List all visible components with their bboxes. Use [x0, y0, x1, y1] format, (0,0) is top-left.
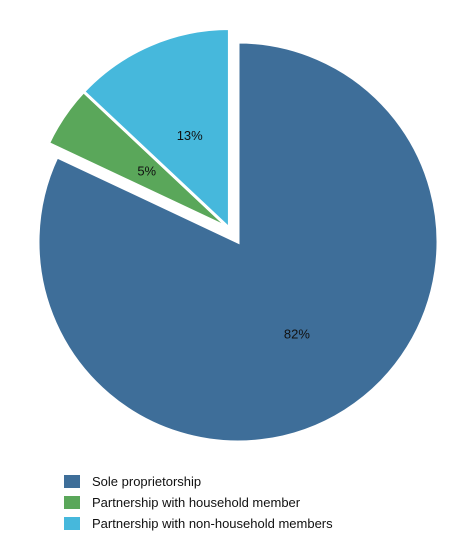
legend-label: Partnership with non-household members: [92, 515, 333, 531]
legend-label: Sole proprietorship: [92, 473, 202, 489]
data-label: 5%: [137, 164, 156, 179]
data-label: 13%: [177, 128, 203, 143]
legend-swatch: [64, 516, 80, 530]
legend: Sole proprietorship Partnership with hou…: [64, 472, 333, 535]
legend-swatch: [64, 474, 80, 488]
legend-item-sole-proprietorship: Sole proprietorship: [64, 472, 333, 490]
pie-slice-partnership-with-non-household-members: [81, 26, 231, 232]
data-label: 82%: [284, 326, 310, 341]
legend-swatch: [64, 495, 80, 509]
legend-item-partnership-non-household: Partnership with non-household members: [64, 514, 333, 532]
pie-slice-sole-proprietorship: [36, 40, 440, 444]
legend-label: Partnership with household member: [92, 494, 301, 510]
legend-item-partnership-household: Partnership with household member: [64, 493, 333, 511]
